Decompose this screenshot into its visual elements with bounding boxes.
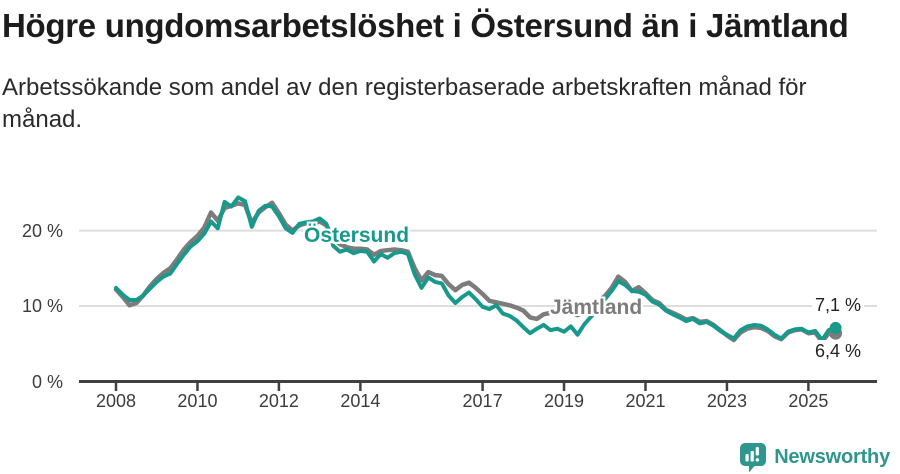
- end-dot-ostersund: [829, 321, 842, 334]
- x-tick-label-2025: 2025: [788, 391, 829, 411]
- chart-subtitle: Arbetssökande som andel av den registerb…: [2, 74, 807, 133]
- y-tick-label-0: 0 %: [31, 371, 63, 392]
- newsworthy-pin-barchart-icon: [740, 442, 767, 472]
- brand-footer: Newsworthy: [739, 441, 890, 473]
- end-value-label-jamtland: 6,4 %: [811, 340, 864, 363]
- y-tick-label-20: 20 %: [21, 220, 63, 241]
- x-tick-label-2023: 2023: [706, 391, 747, 411]
- x-tick-label-2017: 2017: [462, 391, 503, 411]
- series-label-ostersund: Östersund: [304, 224, 410, 247]
- y-tick-label-10: 10 %: [21, 296, 63, 317]
- series-line-ostersund: [114, 195, 838, 342]
- x-tick-label-2019: 2019: [543, 391, 585, 411]
- x-tick-label-2014: 2014: [340, 391, 381, 411]
- x-tick-label-2012: 2012: [258, 391, 299, 411]
- x-tick-label-2010: 2010: [177, 391, 218, 411]
- series-line-jamtland: [113, 200, 838, 344]
- chart-title: Högre ungdomsarbetslöshet i Östersund än…: [2, 7, 849, 44]
- x-tick-label-2008: 2008: [95, 391, 137, 411]
- x-tick-label-2021: 2021: [625, 391, 666, 411]
- end-value-label-ostersund: 7,1 %: [811, 294, 864, 317]
- series-label-jamtland: Jämtland: [550, 296, 643, 319]
- brand-name: Newsworthy: [774, 445, 890, 468]
